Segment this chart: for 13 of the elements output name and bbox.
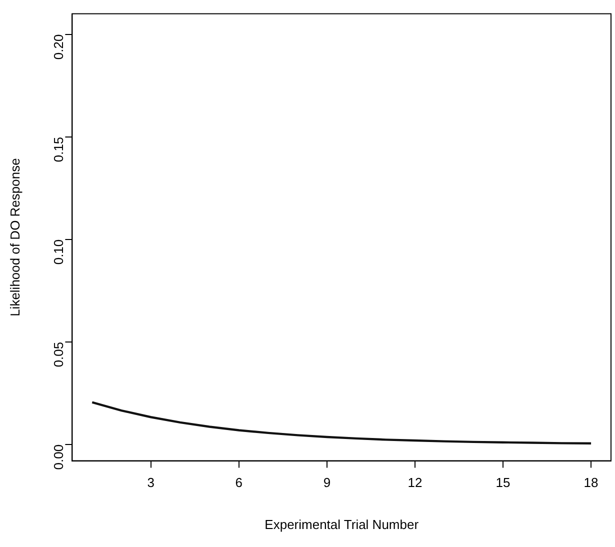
x-tick-label: 12 — [408, 475, 422, 490]
y-tick-label: 0.10 — [50, 239, 66, 265]
x-tick-label: 18 — [584, 475, 598, 490]
x-tick-label: 3 — [147, 475, 154, 490]
x-axis-title: Experimental Trial Number — [264, 516, 420, 532]
x-tick-label: 6 — [235, 475, 243, 490]
x-tick-label: 9 — [323, 475, 331, 490]
y-tick-label: 0.05 — [50, 342, 66, 368]
y-tick-label: 0.20 — [50, 34, 66, 60]
y-axis-title: Likelihood of DO Response — [7, 158, 22, 316]
x-tick-label: 15 — [496, 475, 510, 490]
y-tick-label: 0.15 — [50, 136, 66, 162]
y-tick-label: 0.00 — [50, 444, 66, 470]
